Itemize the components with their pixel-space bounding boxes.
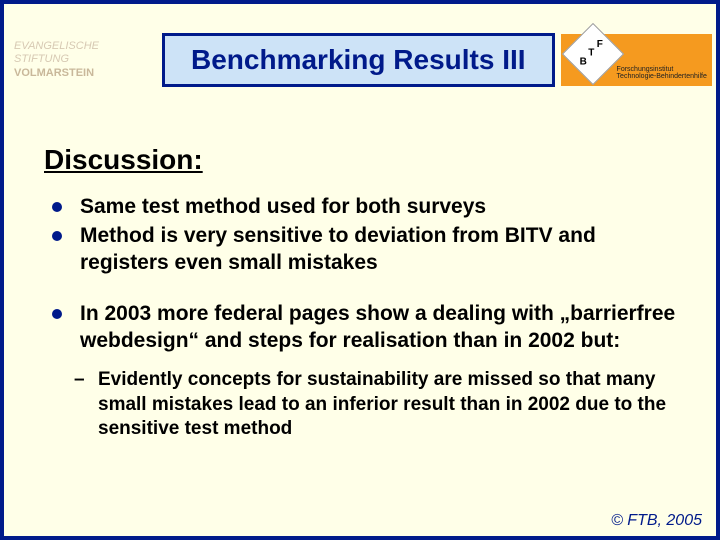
section-heading: Discussion: xyxy=(44,144,676,176)
sub-bullet-list: Evidently concepts for sustainability ar… xyxy=(74,368,676,441)
bullet-text: In 2003 more federal pages show a dealin… xyxy=(80,302,675,352)
left-logo-line2: STIFTUNG xyxy=(14,53,158,66)
list-item: Same test method used for both surveys xyxy=(48,194,676,221)
ftb-letter-f: F xyxy=(596,39,602,50)
slide: EVANGELISCHE STIFTUNG VOLMARSTEIN Benchm… xyxy=(0,0,720,540)
ftb-letter-b: B xyxy=(579,56,586,67)
org-logo-right: F T B Forschungsinstitut Technologie-Beh… xyxy=(561,34,712,86)
ftb-letter-t: T xyxy=(588,47,594,58)
left-logo-line3: VOLMARSTEIN xyxy=(14,67,158,80)
bullet-text: Method is very sensitive to deviation fr… xyxy=(80,224,596,274)
content-area: Discussion: Same test method used for bo… xyxy=(44,144,676,441)
sub-bullet-text: Evidently concepts for sustainability ar… xyxy=(98,369,666,439)
title-box: Benchmarking Results III xyxy=(162,33,555,87)
bullet-list: Same test method used for both surveys M… xyxy=(48,194,676,354)
list-item: Evidently concepts for sustainability ar… xyxy=(74,368,676,441)
header: EVANGELISCHE STIFTUNG VOLMARSTEIN Benchm… xyxy=(8,28,712,92)
list-item: Method is very sensitive to deviation fr… xyxy=(48,223,676,277)
ftb-diamond-icon: F T B xyxy=(561,23,623,85)
org-logo-left: EVANGELISCHE STIFTUNG VOLMARSTEIN xyxy=(8,28,158,92)
footer-copyright: © FTB, 2005 xyxy=(611,512,702,530)
left-logo-line1: EVANGELISCHE xyxy=(14,40,158,53)
bullet-text: Same test method used for both surveys xyxy=(80,195,486,218)
ftb-caption: Forschungsinstitut Technologie-Behindert… xyxy=(617,66,712,80)
list-item: In 2003 more federal pages show a dealin… xyxy=(48,301,676,355)
slide-title: Benchmarking Results III xyxy=(191,44,526,76)
